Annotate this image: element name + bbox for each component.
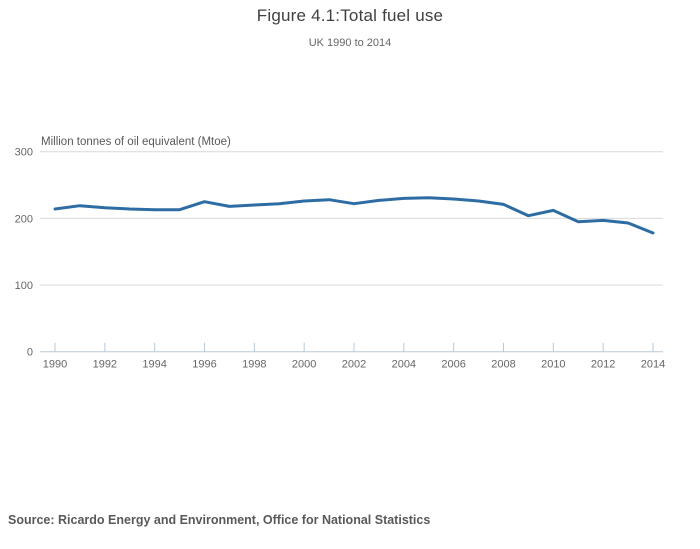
x-axis-tick-label: 2002 (342, 359, 366, 371)
x-axis-tick-label: 1994 (142, 359, 166, 371)
x-axis-tick-label: 1998 (242, 359, 266, 371)
x-axis-tick-label: 2012 (591, 359, 615, 371)
x-axis-tick-label: 2000 (292, 359, 316, 371)
chart-title: Figure 4.1:Total fuel use (256, 6, 444, 25)
x-axis-tick-label: 2014 (641, 359, 665, 371)
x-axis-tick-label: 2004 (392, 359, 416, 371)
y-axis-tick-label: 300 (15, 147, 33, 159)
x-axis-tick-label: 2006 (441, 359, 465, 371)
y-axis-unit-label: Million tonnes of oil equivalent (Mtoe) (41, 136, 231, 148)
x-axis-tick-label: 2010 (541, 359, 565, 371)
x-axis-tick-label: 1990 (43, 359, 67, 371)
total-fuel-use-line (53, 196, 655, 235)
y-axis-tick-label: 100 (15, 280, 33, 292)
y-axis-tick-label: 200 (15, 213, 33, 225)
line-chart: 0 100 200 300 1990 1992 1994 1996 1998 2000 2002 20… (15, 147, 666, 371)
source-note: Source: Ricardo Energy and Environment, … (8, 513, 431, 527)
x-axis-tick-label: 1992 (93, 359, 117, 371)
chart-subtitle: UK 1990 to 2014 (308, 37, 392, 49)
x-axis-tick-label: 1996 (192, 359, 216, 371)
x-axis-tick-label: 2008 (491, 359, 515, 371)
y-axis-tick-label: 0 (27, 347, 33, 359)
